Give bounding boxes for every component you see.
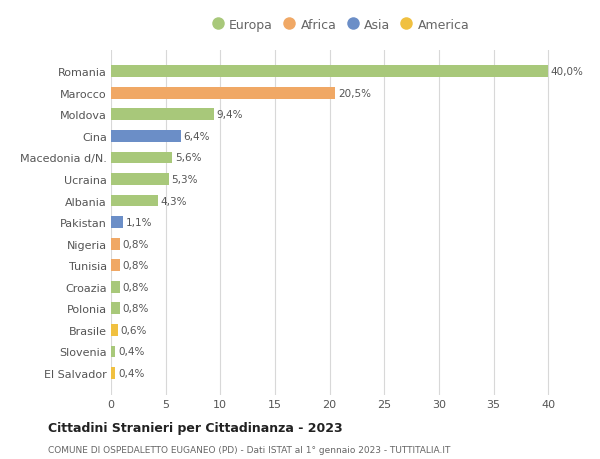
Text: 4,3%: 4,3%: [161, 196, 187, 206]
Text: 0,8%: 0,8%: [122, 239, 149, 249]
Bar: [111, 195, 158, 207]
Bar: [111, 217, 123, 229]
Bar: [111, 238, 120, 250]
Bar: [111, 66, 548, 78]
Bar: [111, 174, 169, 185]
Text: 0,8%: 0,8%: [122, 304, 149, 313]
Bar: [111, 303, 120, 314]
Bar: [111, 131, 181, 142]
Text: 0,8%: 0,8%: [122, 261, 149, 271]
Legend: Europa, Africa, Asia, America: Europa, Africa, Asia, America: [212, 19, 469, 32]
Bar: [111, 152, 172, 164]
Text: COMUNE DI OSPEDALETTO EUGANEO (PD) - Dati ISTAT al 1° gennaio 2023 - TUTTITALIA.: COMUNE DI OSPEDALETTO EUGANEO (PD) - Dat…: [48, 445, 451, 454]
Text: 0,8%: 0,8%: [122, 282, 149, 292]
Bar: [111, 346, 115, 358]
Text: 9,4%: 9,4%: [217, 110, 243, 120]
Text: 1,1%: 1,1%: [126, 218, 152, 228]
Text: 0,4%: 0,4%: [118, 347, 145, 357]
Text: 6,4%: 6,4%: [184, 132, 210, 141]
Bar: [111, 260, 120, 272]
Text: 0,4%: 0,4%: [118, 368, 145, 378]
Bar: [111, 281, 120, 293]
Text: 5,3%: 5,3%: [172, 174, 198, 185]
Text: Cittadini Stranieri per Cittadinanza - 2023: Cittadini Stranieri per Cittadinanza - 2…: [48, 421, 343, 434]
Text: 40,0%: 40,0%: [551, 67, 584, 77]
Text: 0,6%: 0,6%: [120, 325, 146, 335]
Bar: [111, 324, 118, 336]
Bar: [111, 88, 335, 100]
Bar: [111, 109, 214, 121]
Text: 20,5%: 20,5%: [338, 89, 371, 99]
Bar: [111, 367, 115, 379]
Text: 5,6%: 5,6%: [175, 153, 202, 163]
